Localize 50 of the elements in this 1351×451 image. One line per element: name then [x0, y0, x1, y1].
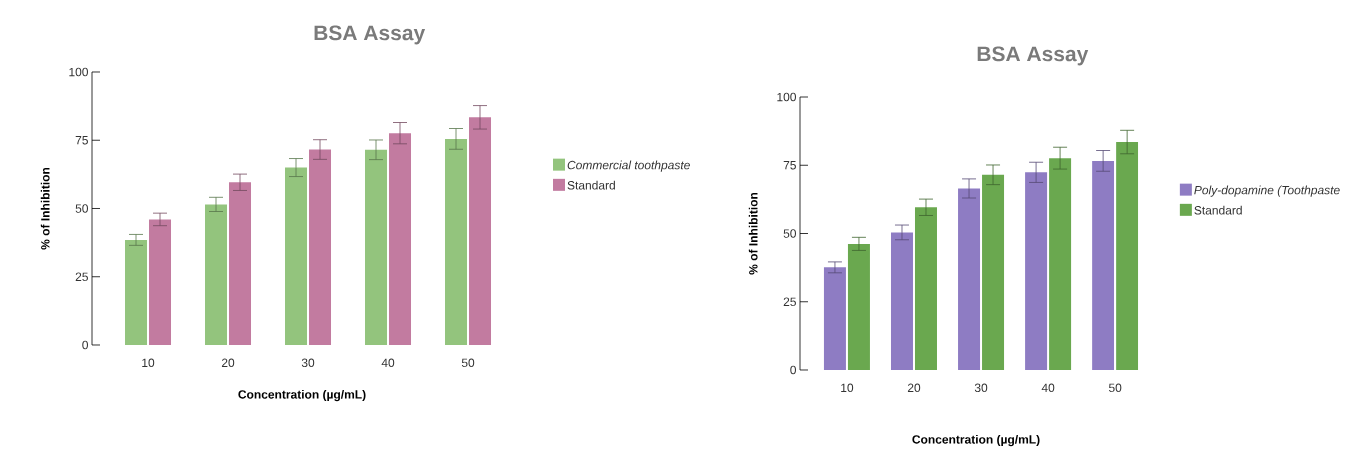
- y-tick-label: 0: [82, 340, 89, 350]
- x-tick-label: 10: [841, 383, 854, 393]
- bar: [1025, 172, 1048, 370]
- y-tick-label: 25: [783, 297, 796, 306]
- y-tick-label: 100: [69, 67, 89, 77]
- y-tick-label: 25: [75, 272, 88, 281]
- x-tick-label: 30: [301, 358, 315, 368]
- bar: [205, 204, 228, 345]
- y-tick-label: 50: [783, 229, 797, 238]
- legend-label: Standard: [1194, 205, 1242, 215]
- x-tick-label: 20: [221, 358, 235, 368]
- x-tick-label: 50: [461, 358, 475, 368]
- bar: [445, 138, 468, 345]
- bar: [229, 182, 252, 345]
- x-axis-title: Concentration (µg/mL): [238, 389, 366, 402]
- y-tick-label: 0: [790, 365, 797, 375]
- bar: [982, 174, 1005, 370]
- x-tick-label: 30: [974, 383, 988, 393]
- bar: [1092, 160, 1115, 370]
- x-tick-label: 10: [142, 358, 155, 368]
- y-tick-label: 50: [75, 204, 89, 213]
- bar: [823, 267, 846, 370]
- bar: [309, 149, 332, 345]
- x-tick-label: 20: [907, 383, 921, 393]
- legend-label: Poly-dopamine (Toothpaste: [1194, 185, 1340, 197]
- chart-title: BSA Assay: [977, 46, 1089, 66]
- x-axis-title: Concentration (µg/mL): [912, 434, 1040, 447]
- y-axis-title: % of Inhibition: [748, 192, 758, 275]
- bar: [914, 207, 937, 370]
- chart-title: BSA Assay: [314, 25, 426, 45]
- y-tick-label: 75: [75, 136, 88, 145]
- bar: [890, 232, 913, 370]
- y-tick-label: 75: [783, 161, 796, 170]
- y-tick-label: 100: [777, 92, 797, 102]
- bar: [365, 149, 388, 345]
- bar: [469, 117, 492, 345]
- bar: [125, 239, 148, 345]
- legend-label: Standard: [567, 180, 615, 190]
- x-tick-label: 40: [1041, 383, 1055, 393]
- legend-label: Commercial toothpaste: [567, 160, 690, 172]
- y-axis-title: % of Inhibition: [40, 167, 50, 250]
- bar: [285, 167, 308, 345]
- bar: [1049, 158, 1072, 370]
- x-tick-label: 50: [1108, 383, 1122, 393]
- bar: [847, 243, 870, 370]
- bar: [1116, 142, 1139, 370]
- bar: [389, 133, 412, 345]
- bar: [958, 188, 981, 370]
- bar: [149, 219, 172, 345]
- x-tick-label: 40: [381, 358, 395, 368]
